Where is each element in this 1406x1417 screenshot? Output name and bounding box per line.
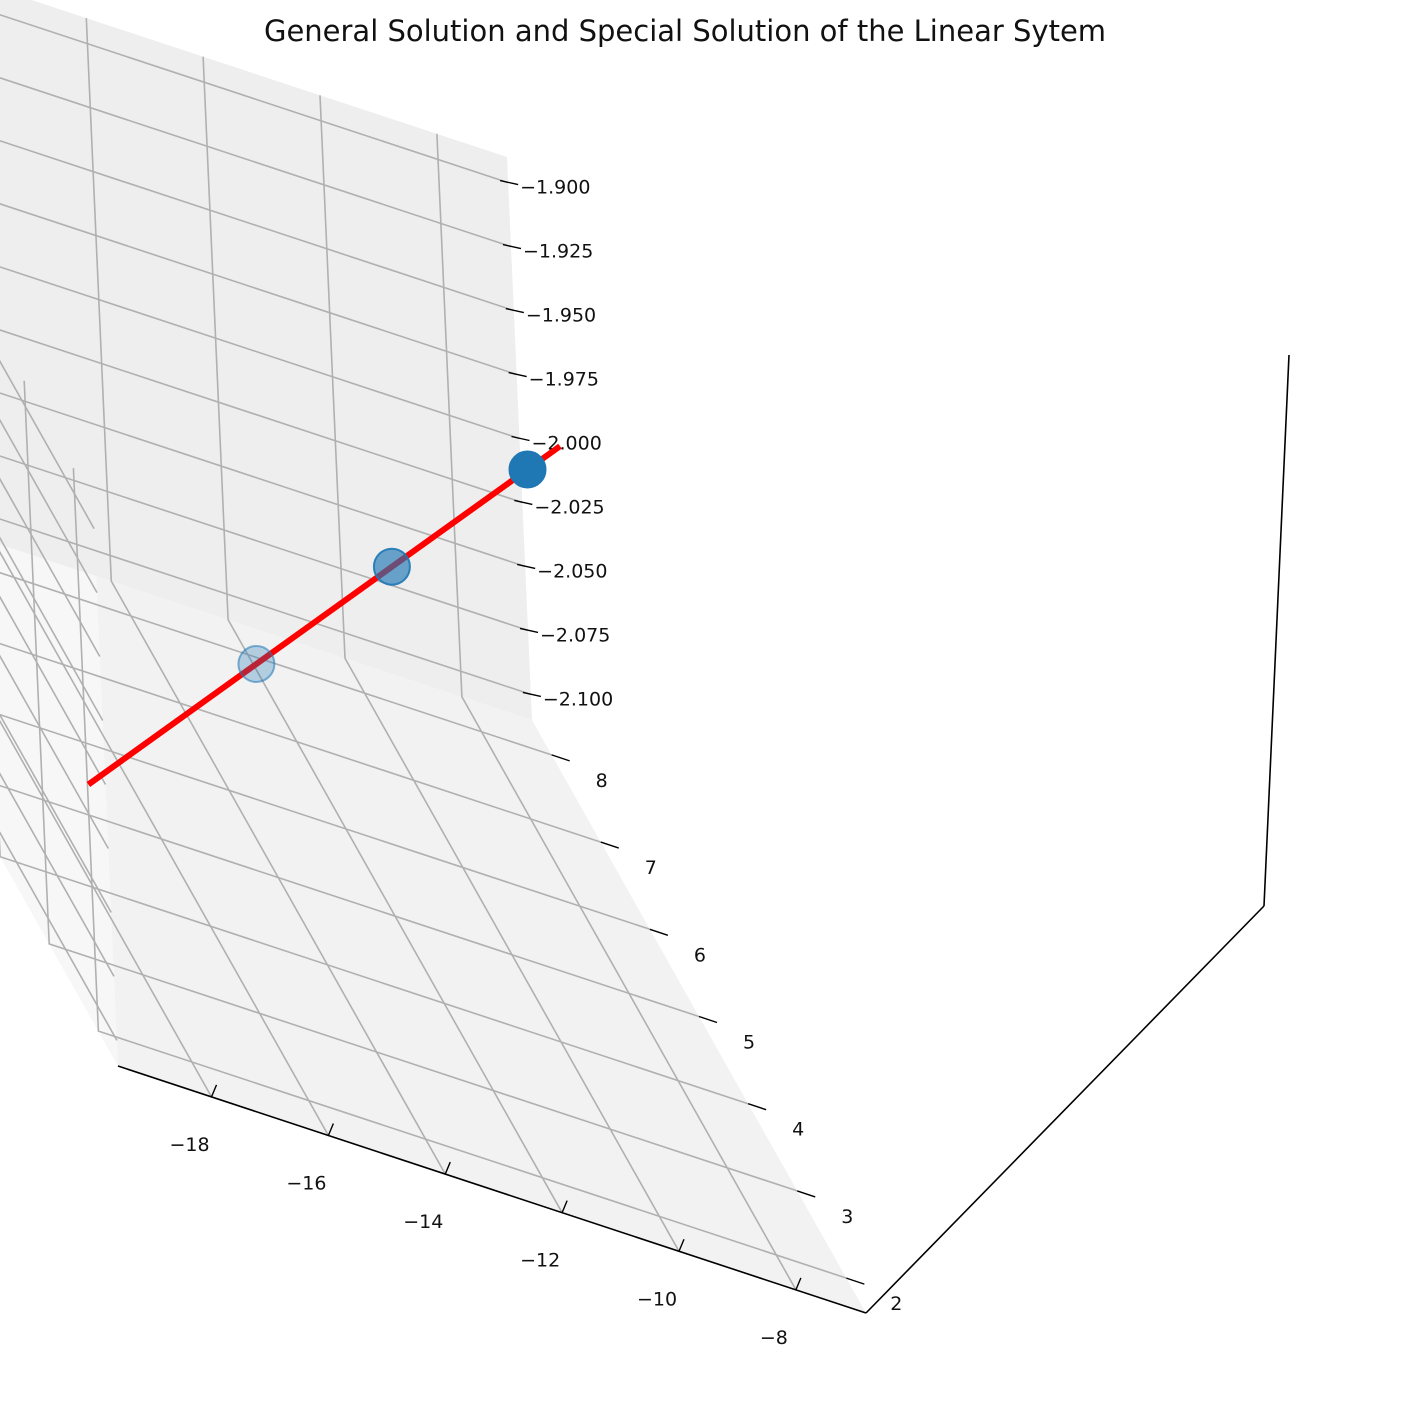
x-tick (795, 1277, 802, 1291)
x-tick-label: −16 (286, 1172, 326, 1194)
z-tick (514, 499, 533, 506)
y-tick-label: 3 (841, 1206, 853, 1228)
z-tick-label: −2.075 (540, 624, 610, 646)
y-grid-line (0, 713, 651, 931)
x-tick (678, 1238, 685, 1252)
x-grid-line (0, 719, 213, 1098)
z-tick (517, 563, 536, 570)
y-grid-line (0, 642, 602, 843)
axis-ticks: −18 −16 −14 −12 −10 −8 2 3 4 5 6 7 8 −1.900 −1.925 −1.9… (169, 177, 902, 1349)
z-tick-label: −1.925 (523, 241, 593, 263)
x-tick-label: −8 (760, 1327, 788, 1349)
axis-panes (0, 0, 866, 1313)
x-grid-line (85, 18, 446, 1175)
y-tick-label: 8 (596, 770, 608, 792)
y-tick (551, 754, 570, 762)
y-axis-line (865, 905, 1265, 1314)
z-grid-line (0, 203, 517, 721)
solution-line (86, 443, 562, 787)
z-tick (519, 627, 539, 634)
y-tick-label: 4 (792, 1119, 804, 1141)
x-tick-label: −10 (637, 1288, 677, 1310)
z-grid-line (0, 77, 512, 593)
z-grid-line (0, 139, 515, 657)
y-grid-line (72, 468, 847, 1279)
solution-point (237, 645, 276, 683)
y-tick (846, 1277, 865, 1285)
z-tick (511, 435, 530, 442)
z-tick-label: −2.000 (532, 433, 602, 455)
y-tick-label: 6 (694, 944, 706, 966)
x-tick (561, 1200, 568, 1213)
x-axis-line (117, 1065, 867, 1314)
z-tick (502, 243, 522, 250)
solution-point (372, 547, 411, 586)
z-tick (522, 691, 542, 698)
chart-title: General Solution and Special Solution of… (263, 14, 1107, 48)
data-marks (86, 443, 562, 787)
y-tick-label: 5 (743, 1032, 755, 1054)
z-axis-line (1263, 354, 1290, 907)
z-grid-line (0, 455, 529, 977)
y-tick (698, 1015, 718, 1024)
y-tick (747, 1103, 767, 1111)
y-tick-label: 7 (645, 857, 657, 879)
y-grid-line (0, 571, 552, 756)
y-grid-line (0, 784, 700, 1018)
y-grid-line (23, 380, 798, 1192)
x-tick (210, 1084, 218, 1098)
z-tick-label: −1.950 (526, 305, 596, 327)
x-tick (444, 1161, 451, 1175)
z-grid-line (0, 13, 509, 529)
x-grid-line (0, 550, 330, 1136)
x-tick-label: −12 (520, 1250, 560, 1272)
y-tick (649, 928, 669, 936)
y-tick (600, 841, 619, 849)
x-grid-line (202, 56, 563, 1214)
grid-lines (0, 13, 847, 1291)
y-grid-line (0, 836, 749, 1105)
z-tick-label: −1.975 (529, 369, 599, 391)
z-tick-label: −1.900 (520, 177, 590, 199)
z-tick-label: −2.025 (534, 496, 604, 518)
z-grid-line (0, 518, 532, 1041)
z-tick (508, 371, 527, 378)
y-tick-label: 2 (890, 1293, 902, 1315)
z-tick-label: −2.100 (543, 688, 613, 710)
z-tick (505, 307, 524, 314)
z-grid-line (0, 329, 523, 849)
z-grid-line (0, 392, 526, 913)
axis-lines (117, 354, 1290, 1314)
x-tick (327, 1123, 335, 1136)
z-tick-label: −2.050 (537, 560, 607, 582)
x-tick-label: −14 (403, 1211, 443, 1233)
z-tick (499, 179, 519, 186)
x-grid-line (319, 95, 680, 1252)
solution-point (508, 450, 547, 489)
back-pane (0, 0, 532, 720)
x-tick-label: −18 (169, 1134, 209, 1156)
z-grid-line (0, 266, 520, 785)
x-grid-line (436, 133, 797, 1291)
y-tick (797, 1190, 816, 1198)
